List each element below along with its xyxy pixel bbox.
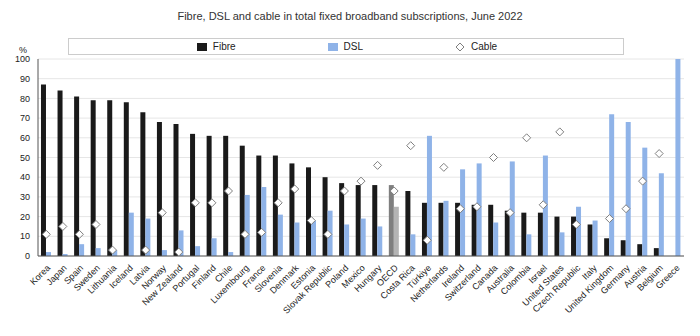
svg-text:Sweden: Sweden [71, 262, 102, 293]
svg-text:Iceland: Iceland [107, 262, 135, 291]
svg-text:Switzerland: Switzerland [442, 262, 483, 303]
svg-text:Norway: Norway [139, 262, 169, 292]
svg-text:Korea: Korea [28, 262, 53, 287]
svg-text:0: 0 [25, 251, 30, 261]
svg-text:Czech Republic: Czech Republic [530, 262, 583, 315]
svg-text:70: 70 [20, 113, 30, 123]
svg-text:Costa Rica: Costa Rica [378, 262, 417, 302]
svg-text:Estonia: Estonia [288, 262, 318, 292]
svg-text:Austria: Austria [621, 262, 649, 290]
svg-text:Slovak Republic: Slovak Republic [281, 263, 334, 316]
svg-text:France: France [240, 262, 268, 290]
svg-text:Slovenia: Slovenia [252, 262, 285, 295]
svg-text:Ireland: Ireland [439, 262, 467, 290]
svg-text:10: 10 [20, 231, 30, 241]
svg-text:Hungary: Hungary [352, 262, 384, 294]
html-text:Cable: Cable [471, 41, 498, 52]
svg-text:OECD: OECD [374, 262, 401, 289]
svg-text:60: 60 [20, 133, 30, 143]
svg-text:United States: United States [520, 262, 566, 309]
svg-text:20: 20 [20, 212, 30, 222]
html-text:Fibre, DSL and cable in total: Fibre, DSL and cable in total fixed broa… [177, 10, 523, 22]
svg-text:80: 80 [20, 94, 30, 104]
svg-text:Poland: Poland [323, 262, 351, 290]
svg-text:United Kingdom: United Kingdom [563, 262, 616, 316]
svg-text:New Zealand: New Zealand [140, 262, 185, 308]
svg-text:Mexico: Mexico [339, 262, 367, 291]
svg-text:%: % [19, 45, 27, 55]
svg-text:Israel: Israel [526, 262, 550, 286]
svg-text:40: 40 [20, 172, 30, 182]
svg-text:30: 30 [20, 192, 30, 202]
svg-text:Italy: Italy [580, 262, 599, 282]
svg-text:Australia: Australia [484, 262, 516, 295]
svg-text:Portugal: Portugal [170, 262, 202, 294]
svg-text:Luxembourg: Luxembourg [208, 262, 251, 306]
svg-text:100: 100 [15, 54, 30, 64]
svg-text:Finland: Finland [189, 262, 218, 291]
svg-text:Lithuania: Lithuania [85, 262, 119, 296]
svg-text:Denmark: Denmark [267, 262, 301, 296]
svg-text:Japan: Japan [44, 262, 69, 288]
svg-text:Germany: Germany [598, 262, 632, 297]
html-text:DSL: DSL [343, 41, 363, 52]
svg-text:Belgium: Belgium [635, 262, 666, 293]
svg-text:Chile: Chile [212, 262, 235, 285]
html-text:Fibre: Fibre [212, 41, 236, 52]
svg-text:Greece: Greece [654, 263, 682, 291]
svg-text:Türkiye: Türkiye [405, 262, 434, 291]
svg-text:Colombia: Colombia [498, 262, 533, 297]
svg-text:Canada: Canada [470, 262, 500, 293]
svg-text:Spain: Spain [62, 262, 86, 287]
svg-text:Netherlands: Netherlands [408, 262, 450, 305]
svg-text:Latvia: Latvia [127, 262, 152, 287]
svg-text:90: 90 [20, 74, 30, 84]
svg-text:50: 50 [20, 153, 30, 163]
